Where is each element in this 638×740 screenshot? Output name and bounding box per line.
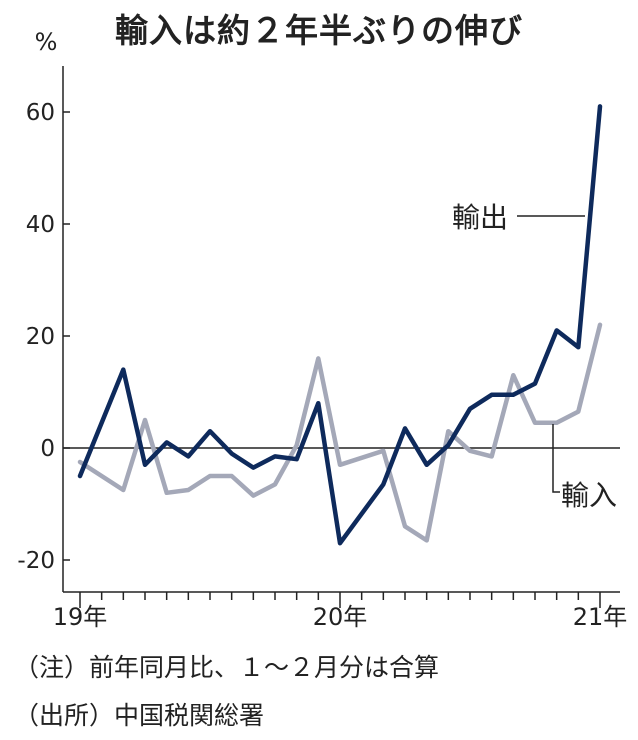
y-unit-label: %	[35, 28, 58, 56]
exports-label: 輸出	[452, 201, 508, 234]
source-note: （出所）中国税関総署	[14, 701, 265, 730]
chart-title: 輸入は約２年半ぶりの伸び	[115, 11, 523, 50]
footnote: （注）前年同月比、１～２月分は合算	[14, 653, 440, 682]
y-tick-label: 60	[26, 100, 55, 126]
x-tick-label: 21年	[573, 603, 628, 631]
series-line-imports	[77, 322, 603, 543]
imports-label: 輸入	[561, 479, 617, 512]
x-tick-label: 20年	[313, 603, 368, 631]
series-line-exports	[77, 104, 603, 546]
series-layer	[77, 104, 603, 546]
y-tick-label: 0	[40, 436, 55, 462]
y-tick-label: 40	[26, 212, 55, 238]
y-tick-label: 20	[26, 324, 55, 350]
y-tick-label: -20	[17, 548, 55, 574]
imports-leader-line	[552, 424, 560, 493]
x-tick-label: 19年	[53, 603, 108, 631]
axes	[62, 66, 620, 608]
